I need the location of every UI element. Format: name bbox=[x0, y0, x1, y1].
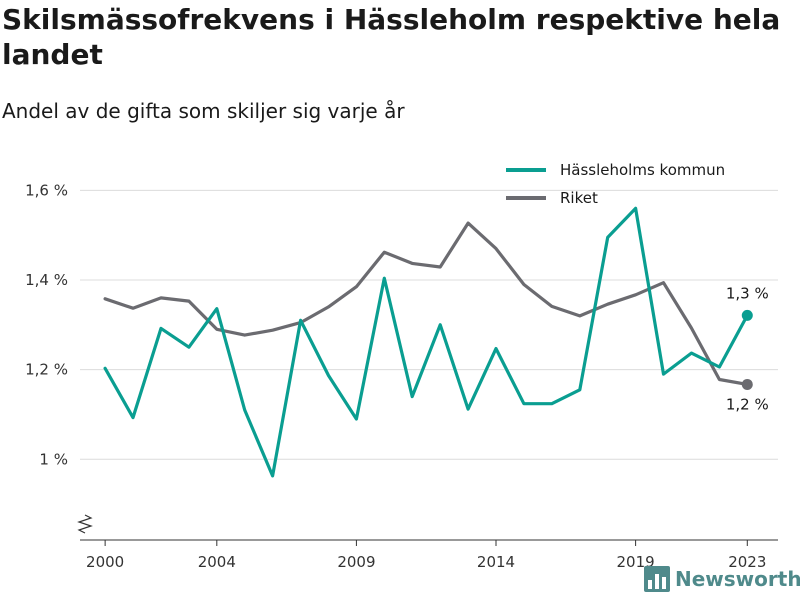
bar-chart-logo-icon bbox=[644, 566, 670, 592]
series-end-point bbox=[741, 309, 753, 321]
series-lines: 1,2 % 1,3 % bbox=[103, 206, 769, 478]
brand-name: Newsworthy bbox=[675, 567, 800, 591]
x-tick-label: 2014 bbox=[477, 553, 515, 571]
x-tick-label: 2023 bbox=[728, 553, 766, 571]
end-value-label: 1,3 % bbox=[726, 284, 769, 302]
y-tick-label: 1,2 % bbox=[25, 361, 68, 379]
x-tick-label: 2009 bbox=[337, 553, 375, 571]
axis-break-icon bbox=[77, 514, 93, 534]
chart-title: Skilsmässofrekvens i Hässleholm respekti… bbox=[2, 3, 781, 71]
y-tick-label: 1,6 % bbox=[25, 181, 68, 199]
y-axis-tick-labels: 1 % 1,2 % 1,4 % 1,6 % bbox=[25, 181, 68, 468]
series-line bbox=[103, 206, 749, 478]
legend: Hässleholms kommun Riket bbox=[506, 161, 725, 207]
y-tick-label: 1 % bbox=[39, 450, 68, 468]
y-tick-label: 1,4 % bbox=[25, 271, 68, 289]
x-tick-label: 2000 bbox=[86, 553, 124, 571]
series-line bbox=[103, 221, 749, 386]
series-end-point bbox=[741, 378, 753, 390]
end-value-label: 1,2 % bbox=[726, 395, 769, 413]
gridlines bbox=[80, 189, 778, 460]
x-tick-label: 2004 bbox=[198, 553, 236, 571]
x-axis: 2000 2004 2009 2014 2019 2023 bbox=[77, 514, 778, 571]
newsworthy-brand: Newsworthy bbox=[644, 566, 800, 592]
legend-label: Riket bbox=[560, 189, 598, 207]
chart-subtitle: Andel av de gifta som skiljer sig varje … bbox=[2, 99, 405, 123]
legend-label: Hässleholms kommun bbox=[560, 161, 725, 179]
